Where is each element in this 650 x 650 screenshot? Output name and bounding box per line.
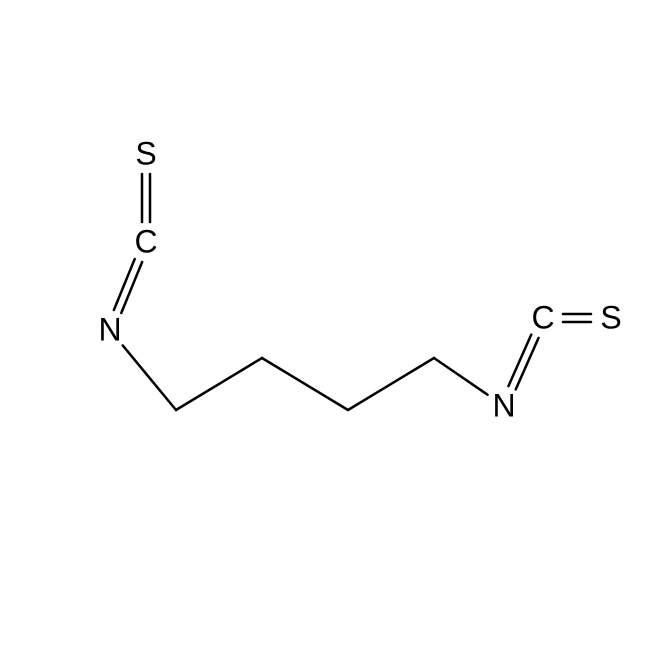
atom-label-n1: N (98, 312, 121, 349)
atom-label-c2: C (531, 300, 554, 337)
atom-label-n2: N (492, 388, 515, 425)
molecule-canvas: S C N N C S (0, 0, 650, 650)
atom-label-s2: S (600, 300, 621, 337)
atom-label-c1: C (134, 224, 157, 261)
atom-label-s1: S (135, 136, 156, 173)
